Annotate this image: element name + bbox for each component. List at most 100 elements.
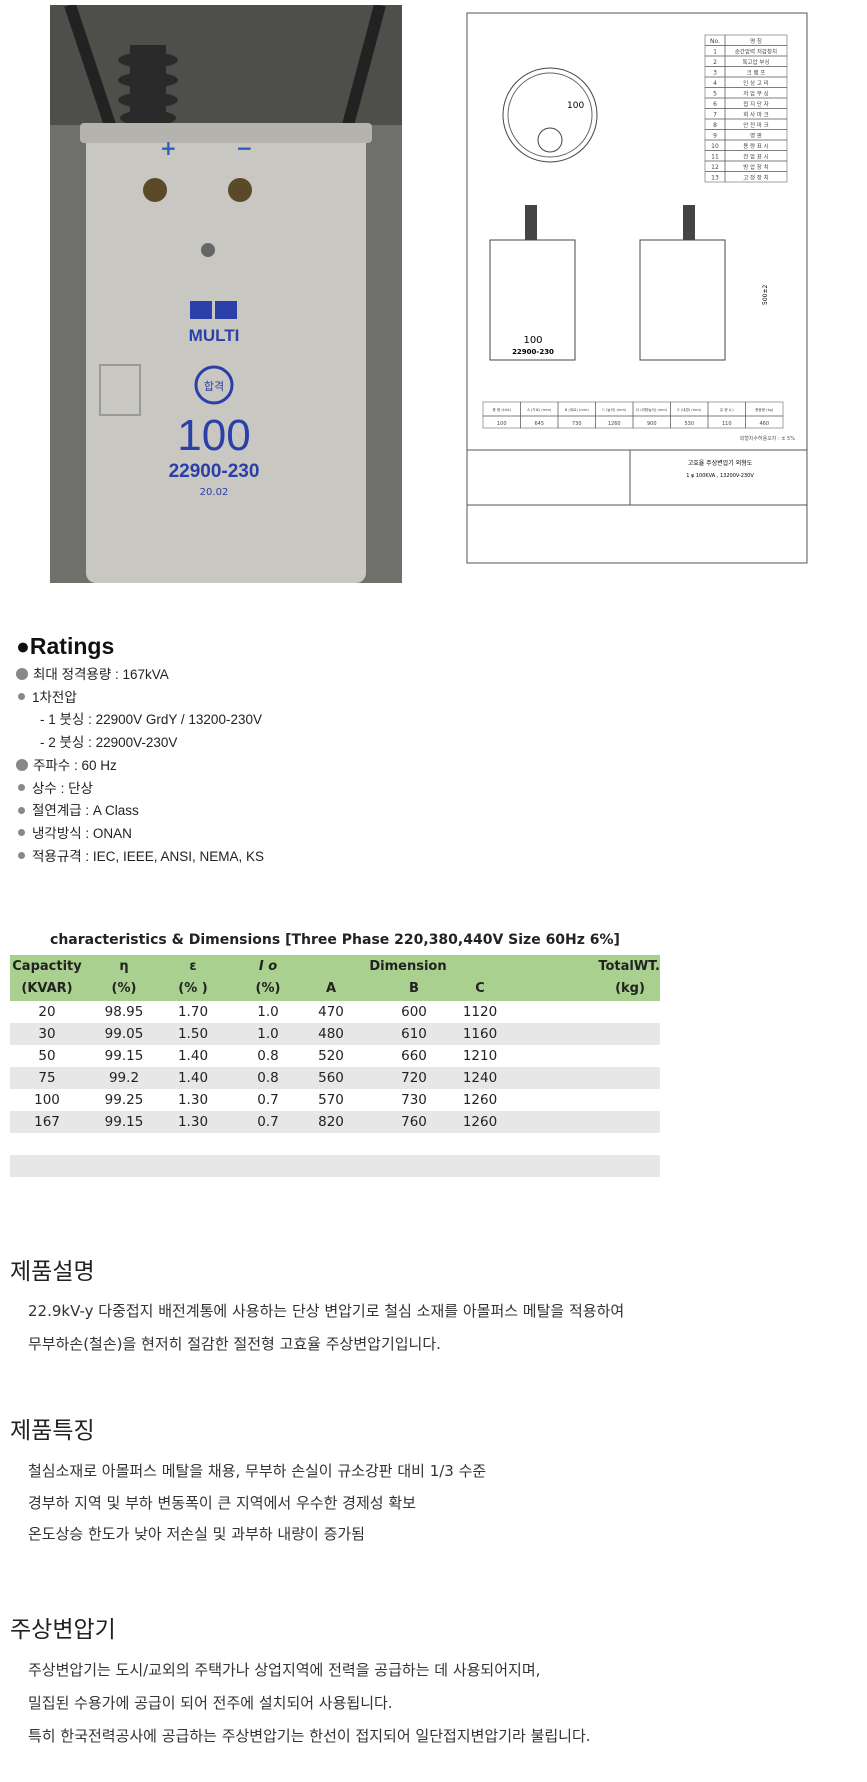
drawing-text: 5	[713, 91, 717, 98]
drawing-text: 4	[713, 80, 717, 87]
rating-item: 최대 정격용량 : 167kVA	[16, 663, 169, 683]
feature-line: 경부하 지역 및 부하 변동폭이 큰 지역에서 우수한 경제성 확보	[28, 1494, 416, 1512]
header-cell: Capactity	[12, 959, 82, 974]
table-cell: 75	[38, 1070, 56, 1086]
bullet-icon	[18, 852, 25, 860]
table-cell: 0.8	[257, 1048, 279, 1064]
rating-text: 절연계급 : A Class	[32, 803, 139, 819]
rating-text: 냉각방식 : ONAN	[32, 825, 132, 841]
table-cell: 600	[401, 1004, 427, 1020]
drawing-text: 3	[713, 70, 717, 77]
header-cell: η	[119, 959, 129, 974]
drawing-text: C (높이) (mm)	[602, 407, 627, 412]
drawing-text: 7	[713, 112, 717, 119]
top-view-capacity: 100	[567, 101, 584, 111]
rating-item: 냉각방식 : ONAN	[16, 822, 132, 842]
drawing-text: B (세로) (mm)	[565, 407, 590, 412]
drawing-text: 110	[722, 421, 732, 427]
dimension-table: 용 량 (kVA) 100 A (가로) (mm) 645 B (세로) (mm) 730…	[482, 401, 784, 429]
date-label: 20.02	[200, 487, 229, 498]
table-row: 75 99.2 1.40 0.8 560 720 1240	[10, 1067, 660, 1089]
front-view-voltage: 22900-230	[512, 348, 554, 356]
drawing-text: 크 램 프	[747, 70, 766, 77]
rating-text: 적용규격 : IEC, IEEE, ANSI, NEMA, KS	[32, 848, 264, 864]
table-cell: 30	[38, 1026, 56, 1042]
spacing-dim: 500±2	[762, 285, 769, 305]
table-cell: 0.7	[257, 1092, 279, 1108]
ratings-title: ●Ratings	[16, 633, 115, 659]
table-cell: 1240	[462, 1070, 498, 1086]
table-cell: 820	[318, 1114, 344, 1130]
bullet-icon	[16, 667, 28, 680]
table-cell: 99.2	[108, 1070, 140, 1086]
drawing-text: 특고압 부싱	[742, 58, 769, 66]
table-title: characteristics & Dimensions [Three Phas…	[50, 932, 620, 948]
rating-text: 주파수 : 60 Hz	[33, 757, 117, 773]
table-cell: 1.0	[257, 1004, 279, 1020]
bullet-icon	[18, 806, 25, 814]
header-cell: C	[475, 981, 485, 996]
drawing-text: 8	[713, 122, 717, 129]
drawing-text: 방 압 장 치	[743, 163, 769, 171]
table-cell: 1.40	[177, 1070, 209, 1086]
table-cell: 480	[318, 1026, 344, 1042]
drawing-text: 460	[759, 421, 769, 427]
header-cell: (kg)	[615, 981, 645, 996]
table-cell: 167	[34, 1114, 60, 1130]
table-cell: 1.50	[177, 1026, 209, 1042]
drawing-text: 6	[713, 101, 717, 108]
bullet-icon	[18, 693, 25, 701]
rating-item: - 2 붓싱 : 22900V-230V	[40, 731, 177, 751]
drawing-text: 900	[647, 421, 657, 427]
table-cell: 1.30	[177, 1114, 209, 1130]
table-cell: 1160	[462, 1026, 498, 1042]
bullet-icon	[18, 783, 25, 791]
table-cell: 1260	[462, 1092, 498, 1108]
drawing-text: 1260	[608, 421, 621, 427]
table-cell: 0.7	[257, 1114, 279, 1130]
header-cell: (KVAR)	[21, 981, 73, 996]
header-cell: B	[409, 981, 419, 996]
parts-list: No. 명 칭 1 순간압력 저감장치 2 특고압 부싱 3 크 램 프 4 인 상 고 리 5 저 …	[704, 34, 788, 183]
drawing-text: 9	[713, 133, 717, 140]
table-cell: 660	[401, 1048, 427, 1064]
drawing-text: 11	[711, 154, 719, 161]
feature-line: 온도상승 한도가 낮아 저손실 및 과부하 내량이 증가됨	[28, 1525, 365, 1543]
drawing-text: 안 전 마 크	[743, 121, 769, 129]
minus-label: −	[236, 136, 253, 160]
table-cell: 520	[318, 1048, 344, 1064]
feature-line: 철심소재로 아몰퍼스 메탈을 채용, 무부하 손실이 규소강판 대비 1/3 수…	[28, 1462, 487, 1480]
drawing-text: 명 칭	[750, 37, 762, 45]
header-cell: Dimension	[369, 959, 447, 974]
drawing-text: D (외함높이) (mm)	[636, 407, 667, 412]
table-cell: 1210	[462, 1048, 498, 1064]
header-cell: A	[325, 981, 337, 996]
rating-text: - 1 붓싱 : 22900V GrdY / 13200-230V	[40, 712, 262, 728]
drawing-text: 730	[572, 421, 582, 427]
rating-item: 주파수 : 60 Hz	[16, 754, 117, 774]
drawing-text: 13	[711, 175, 719, 182]
table-row: 100 99.25 1.30 0.7 570 730 1260	[10, 1089, 660, 1111]
table-cell: 560	[318, 1070, 344, 1086]
drawing-text: 회 사 마 크	[743, 111, 769, 119]
rating-text: 1차전압	[32, 689, 77, 705]
drawing-text: 순간압력 저감장치	[735, 48, 777, 56]
table-cell: 99.05	[104, 1026, 144, 1042]
drawing-cell	[724, 171, 788, 183]
pole-line: 밀집된 수용가에 공급이 되어 전주에 설치되어 사용됩니다.	[28, 1694, 393, 1712]
table-row: 30 99.05 1.50 1.0 480 610 1160	[10, 1023, 660, 1045]
insulator-icon	[118, 45, 178, 135]
drawing-text: 저 압 부 싱	[743, 90, 769, 98]
transformer-photo: + − MULTI 합격 100 22900-230 20.02	[50, 5, 402, 583]
rating-text: - 2 붓싱 : 22900V-230V	[40, 735, 178, 751]
rating-item: 절연계급 : A Class	[16, 799, 139, 819]
drawing-text: 고 정 장 치	[743, 174, 769, 182]
certification-mark: 합격	[204, 380, 224, 393]
rating-text: 최대 정격용량 : 167kVA	[33, 667, 169, 682]
table-cell: 50	[38, 1048, 56, 1064]
table-row: 167 99.15 1.30 0.7 820 760 1260	[10, 1111, 660, 1133]
bullet-icon	[18, 829, 25, 837]
table-cell: 720	[401, 1070, 427, 1086]
table-row: 20 98.95 1.70 1.0 470 600 1120	[10, 1001, 660, 1023]
table-row-empty	[10, 1155, 660, 1177]
